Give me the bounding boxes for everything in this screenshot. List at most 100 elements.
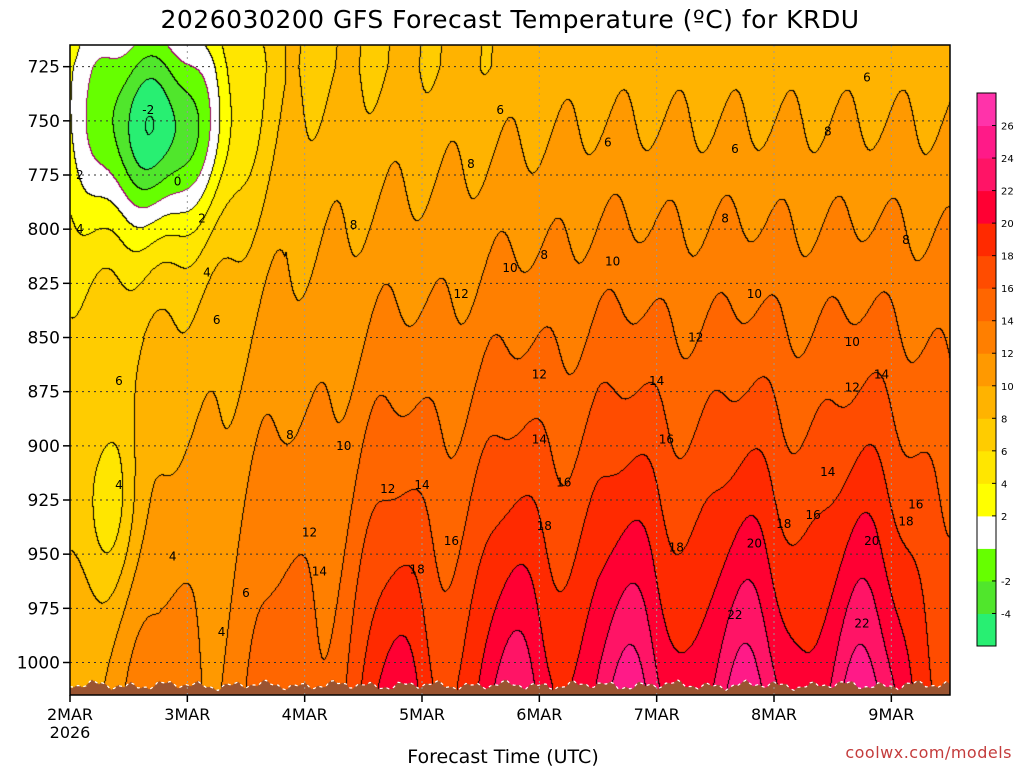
y-tick-label: 775 (28, 166, 60, 186)
contour-label: 18 (409, 562, 424, 576)
plot-frame (69, 44, 951, 696)
contour-label: 4 (76, 222, 84, 236)
colorbar-tick-label: 14 (1001, 317, 1014, 328)
colorbar-bin (977, 190, 996, 224)
colorbar-tick-label: 22 (1001, 187, 1014, 198)
contour-label: 22 (854, 617, 869, 631)
colorbar-bin (977, 548, 996, 582)
contour-label: 6 (863, 71, 871, 85)
x-tick-label: 9MAR (868, 705, 914, 724)
contour-label: 16 (908, 497, 923, 511)
contour-label: -2 (142, 103, 154, 117)
contour-label: 2 (198, 211, 206, 225)
colorbar-tick-label: 24 (1001, 154, 1014, 165)
y-tick-label: 825 (28, 274, 60, 294)
colorbar-bin (977, 93, 996, 127)
contour-label: 0 (174, 175, 182, 189)
contour-label: 14 (312, 565, 327, 579)
colorbar-bin (977, 450, 996, 484)
contour-label: 8 (467, 157, 475, 171)
contour-label: 8 (824, 125, 832, 139)
colorbar-bin (977, 158, 996, 192)
contour-label: 14 (874, 367, 889, 381)
contour-label: 6 (604, 136, 612, 150)
contour-label: 22 (727, 608, 742, 622)
contour-label: 16 (444, 534, 459, 548)
y-tick-label: 975 (28, 599, 60, 619)
contour-label: 12 (532, 367, 547, 381)
colorbar-bin (977, 613, 996, 647)
x-tick-label: 3MAR (164, 705, 210, 724)
contour-label: 14 (649, 374, 664, 388)
x-tick-label: 5MAR (399, 705, 445, 724)
contour-label: 10 (605, 255, 620, 269)
y-tick-label: 875 (28, 383, 60, 403)
colorbar-tick-label: 2 (1001, 512, 1007, 523)
colorbar-bin (977, 125, 996, 159)
colorbar-tick-label: 10 (1001, 382, 1014, 393)
contour-label: 4 (203, 266, 211, 280)
y-tick-label: 725 (28, 58, 60, 78)
contour-label: 8 (286, 428, 294, 442)
colorbar-tick-label: 4 (1001, 479, 1007, 490)
contour-label: 4 (218, 625, 226, 639)
x-tick-label: 2MAR (47, 705, 93, 724)
y-tick-label: 925 (28, 491, 60, 511)
contour-label: 10 (747, 287, 762, 301)
colorbar-frame (976, 92, 997, 647)
contour-label: 10 (845, 335, 860, 349)
colorbar-tick-label: -2 (1001, 577, 1011, 588)
colorbar-tick-label: 18 (1001, 252, 1014, 263)
contour-label: 14 (820, 465, 835, 479)
colorbar-bin (977, 320, 996, 354)
contour-label: 6 (115, 374, 123, 388)
colorbar-tick-label: 20 (1001, 219, 1014, 230)
y-tick-label: 800 (28, 220, 60, 240)
contour-label: 18 (669, 541, 684, 555)
colorbar-bin (977, 418, 996, 452)
colorbar: 26 24 22 20 18 16 14 12 10 8 6 4 2 -2 -4 (976, 92, 1014, 647)
y-tick-label: 750 (28, 112, 60, 132)
contour-label: 14 (532, 432, 547, 446)
contour-label: 8 (350, 218, 358, 232)
contour-label: 12 (380, 482, 395, 496)
contour-label: 14 (414, 478, 429, 492)
credit-text: coolwx.com/models (845, 743, 1012, 762)
surface-line (69, 678, 951, 692)
colorbar-bin (977, 580, 996, 614)
colorbar-bin (977, 223, 996, 257)
colorbar-tick-label: 6 (1001, 447, 1007, 458)
contour-label: 2 (76, 168, 84, 182)
colorbar-bin (977, 515, 996, 549)
colorbar-tick-label: 26 (1001, 122, 1014, 133)
colorbar-bin (977, 255, 996, 289)
colorbar-bin (977, 483, 996, 517)
x-tick-label: 7MAR (634, 705, 680, 724)
contour-label: 4 (169, 549, 177, 563)
contour-label: 6 (731, 142, 739, 156)
y-tick-label: 1000 (17, 654, 60, 674)
y-tick-label: 950 (28, 545, 60, 565)
y-tick-label: 850 (28, 329, 60, 349)
contour-label: 10 (502, 261, 517, 275)
contour-label: 10 (336, 439, 351, 453)
contour-label: 16 (805, 508, 820, 522)
x-tick-label: 6MAR (516, 705, 562, 724)
colorbar-tick-label: 8 (1001, 414, 1007, 425)
contour-label: 6 (242, 586, 250, 600)
x-axis-label: Forecast Time (UTC) (407, 746, 598, 768)
contour-label: 16 (556, 476, 571, 490)
x-tick-sublabel: 2026 (50, 723, 91, 742)
contour-label: 12 (302, 526, 317, 540)
contour-label: 16 (659, 432, 674, 446)
contour-label: 18 (776, 517, 791, 531)
contour-label: 8 (902, 233, 910, 247)
contour-label: 20 (864, 534, 879, 548)
colorbar-bin (977, 385, 996, 419)
colorbar-tick-label: 12 (1001, 349, 1014, 360)
contour-label: 8 (540, 248, 548, 262)
y-tick-label: 900 (28, 437, 60, 457)
